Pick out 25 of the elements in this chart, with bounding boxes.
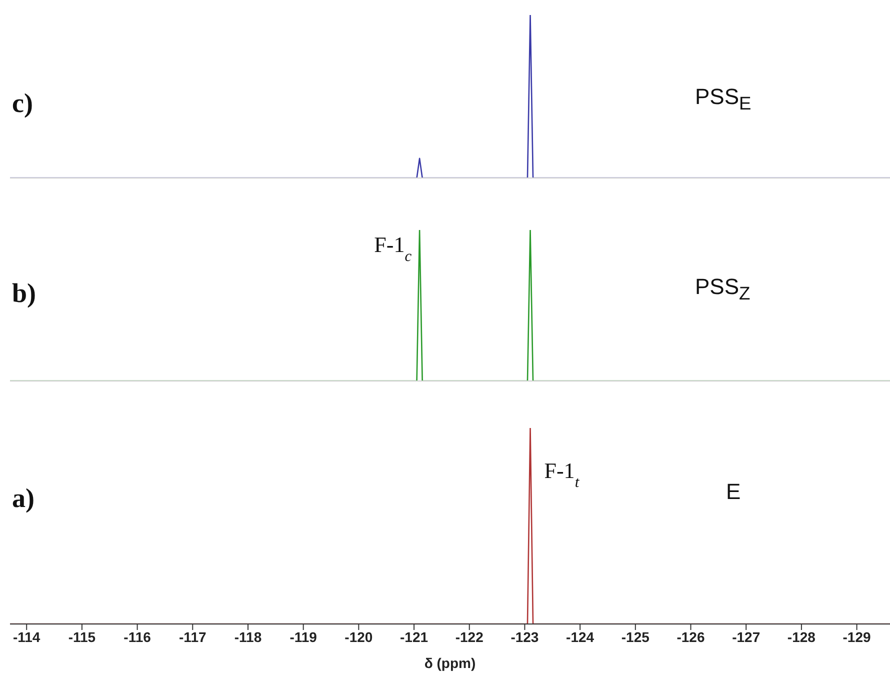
x-axis-title: δ (ppm) [424, 655, 476, 671]
x-tick-label: -128 [787, 628, 816, 645]
annotation: c) [12, 88, 33, 119]
annotation: E [726, 479, 741, 505]
x-tick-label: -120 [344, 628, 373, 645]
x-tick-label: -117 [179, 628, 206, 645]
annotation: a) [12, 483, 34, 514]
annotation: b) [12, 278, 36, 309]
x-tick-label: -118 [234, 628, 262, 645]
x-tick-label: -124 [566, 628, 594, 645]
annotation: PSS$_{E}$ [695, 84, 752, 114]
x-tick-label: -115 [68, 628, 96, 645]
x-tick-label: -122 [455, 628, 484, 645]
annotation: F-1$_{t}$ [544, 458, 580, 490]
x-tick-label: -116 [124, 628, 152, 645]
x-tick-label: -119 [290, 628, 318, 645]
x-tick-label: -126 [676, 628, 705, 645]
x-tick-label: -121 [400, 628, 428, 645]
x-tick-label: -125 [621, 628, 650, 645]
annotation: F-1$_{c}$ [374, 232, 412, 264]
x-tick-label: -129 [842, 628, 872, 645]
x-tick-label: -123 [510, 628, 539, 645]
annotation: PSS$_{Z}$ [695, 274, 750, 304]
x-tick-label: -114 [12, 628, 40, 645]
x-tick-label: -127 [732, 628, 760, 645]
